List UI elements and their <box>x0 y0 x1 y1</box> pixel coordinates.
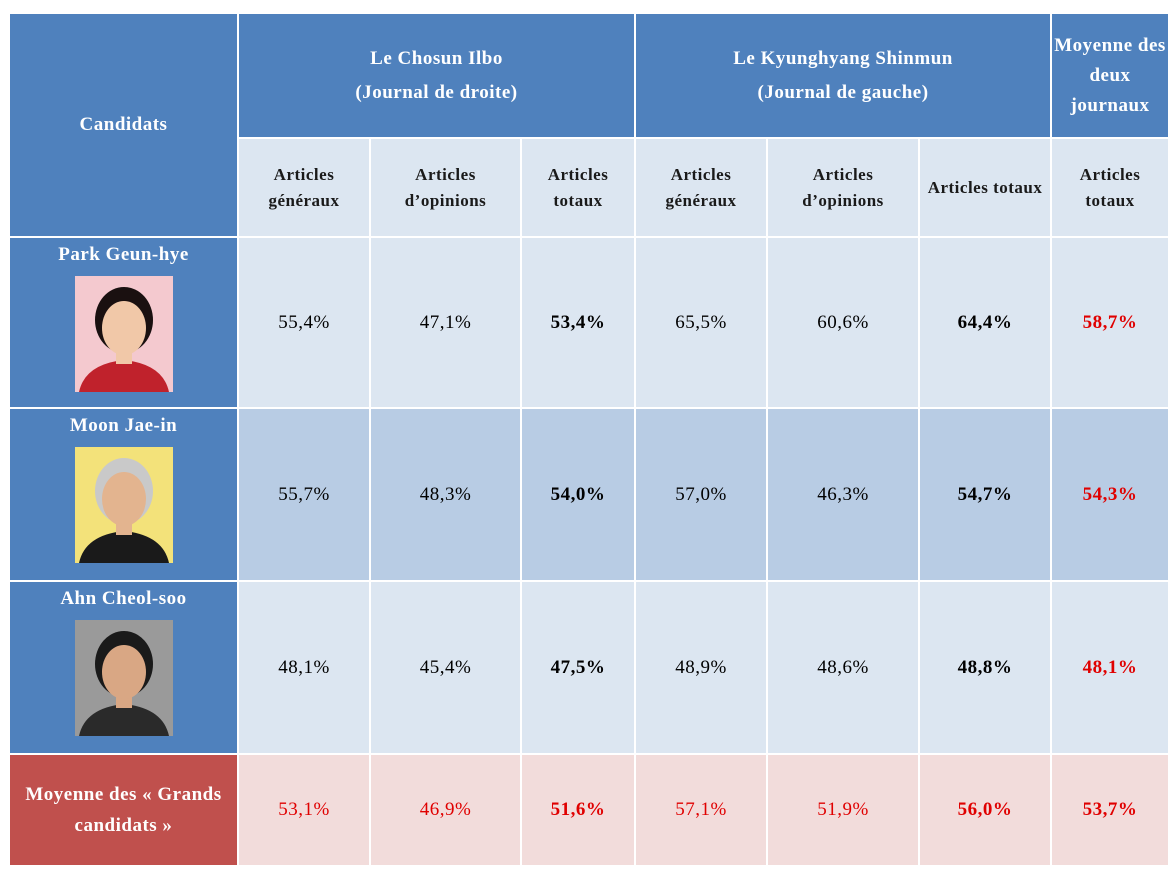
subheader: Articles d’opinions <box>767 138 919 237</box>
value-cell: 45,4% <box>370 581 521 754</box>
candidate-photo <box>75 276 173 392</box>
value-cell: 54,3% <box>1051 408 1169 581</box>
value-cell: 53,4% <box>521 237 635 408</box>
candidate-name: Park Geun-hye <box>14 244 233 266</box>
subheader: Articles généraux <box>238 138 370 237</box>
value-cell: 46,3% <box>767 408 919 581</box>
value-cell: 48,8% <box>919 581 1051 754</box>
value-cell: 60,6% <box>767 237 919 408</box>
value-cell: 57,1% <box>635 754 767 866</box>
value-cell: 47,5% <box>521 581 635 754</box>
subheader: Articles totaux <box>521 138 635 237</box>
subheader: Articles généraux <box>635 138 767 237</box>
candidate-name: Ahn Cheol-soo <box>14 588 233 610</box>
value-cell: 56,0% <box>919 754 1051 866</box>
page: Table {"header": {"candidates": "Candida… <box>0 0 1170 875</box>
candidate-photo <box>75 447 173 563</box>
group-subtitle: (Journal de droite) <box>355 82 517 103</box>
value-cell: 47,1% <box>370 237 521 408</box>
value-cell: 65,5% <box>635 237 767 408</box>
value-cell: 48,1% <box>238 581 370 754</box>
value-cell: 55,7% <box>238 408 370 581</box>
value-cell: 55,4% <box>238 237 370 408</box>
group-subtitle: (Journal de gauche) <box>758 82 929 103</box>
candidate-cell: Ahn Cheol-soo <box>9 581 238 754</box>
photo-face <box>102 472 146 526</box>
group-header: Moyenne des deux journaux <box>1051 13 1169 138</box>
value-cell: 58,7% <box>1051 237 1169 408</box>
value-cell: 48,6% <box>767 581 919 754</box>
candidate-name: Moon Jae-in <box>14 415 233 437</box>
group-header: Le Chosun Ilbo (Journal de droite) <box>238 13 635 138</box>
value-cell: 51,9% <box>767 754 919 866</box>
photo-face <box>102 301 146 355</box>
candidate-photo <box>75 620 173 736</box>
value-cell: 53,1% <box>238 754 370 866</box>
candidate-cell: Moon Jae-in <box>9 408 238 581</box>
group-name: Le Kyunghyang Shinmun <box>733 48 953 69</box>
average-label: Moyenne des « Grands candidats » <box>9 754 238 866</box>
value-cell: 53,7% <box>1051 754 1169 866</box>
value-cell: 46,9% <box>370 754 521 866</box>
photo-face <box>102 645 146 699</box>
page-body: Candidats Le Chosun Ilbo (Journal de droi… <box>0 0 1170 875</box>
value-cell: 48,1% <box>1051 581 1169 754</box>
average-row: Moyenne des « Grands candidats »53,1%46,… <box>9 754 1169 866</box>
results-table: Candidats Le Chosun Ilbo (Journal de droi… <box>8 12 1170 867</box>
header-row: Candidats Le Chosun Ilbo(Journal de droi… <box>9 13 1169 138</box>
value-cell: 64,4% <box>919 237 1051 408</box>
candidates-header: Candidats <box>9 13 238 237</box>
value-cell: 48,3% <box>370 408 521 581</box>
subheader: Articles totaux <box>1051 138 1169 237</box>
value-cell: 57,0% <box>635 408 767 581</box>
candidate-cell: Park Geun-hye <box>9 237 238 408</box>
value-cell: 51,6% <box>521 754 635 866</box>
value-cell: 54,7% <box>919 408 1051 581</box>
subheader: Articles totaux <box>919 138 1051 237</box>
subheader: Articles d’opinions <box>370 138 521 237</box>
value-cell: 54,0% <box>521 408 635 581</box>
value-cell: 48,9% <box>635 581 767 754</box>
group-name: Le Chosun Ilbo <box>370 48 503 69</box>
group-header: Le Kyunghyang Shinmun (Journal de gauche) <box>635 13 1051 138</box>
